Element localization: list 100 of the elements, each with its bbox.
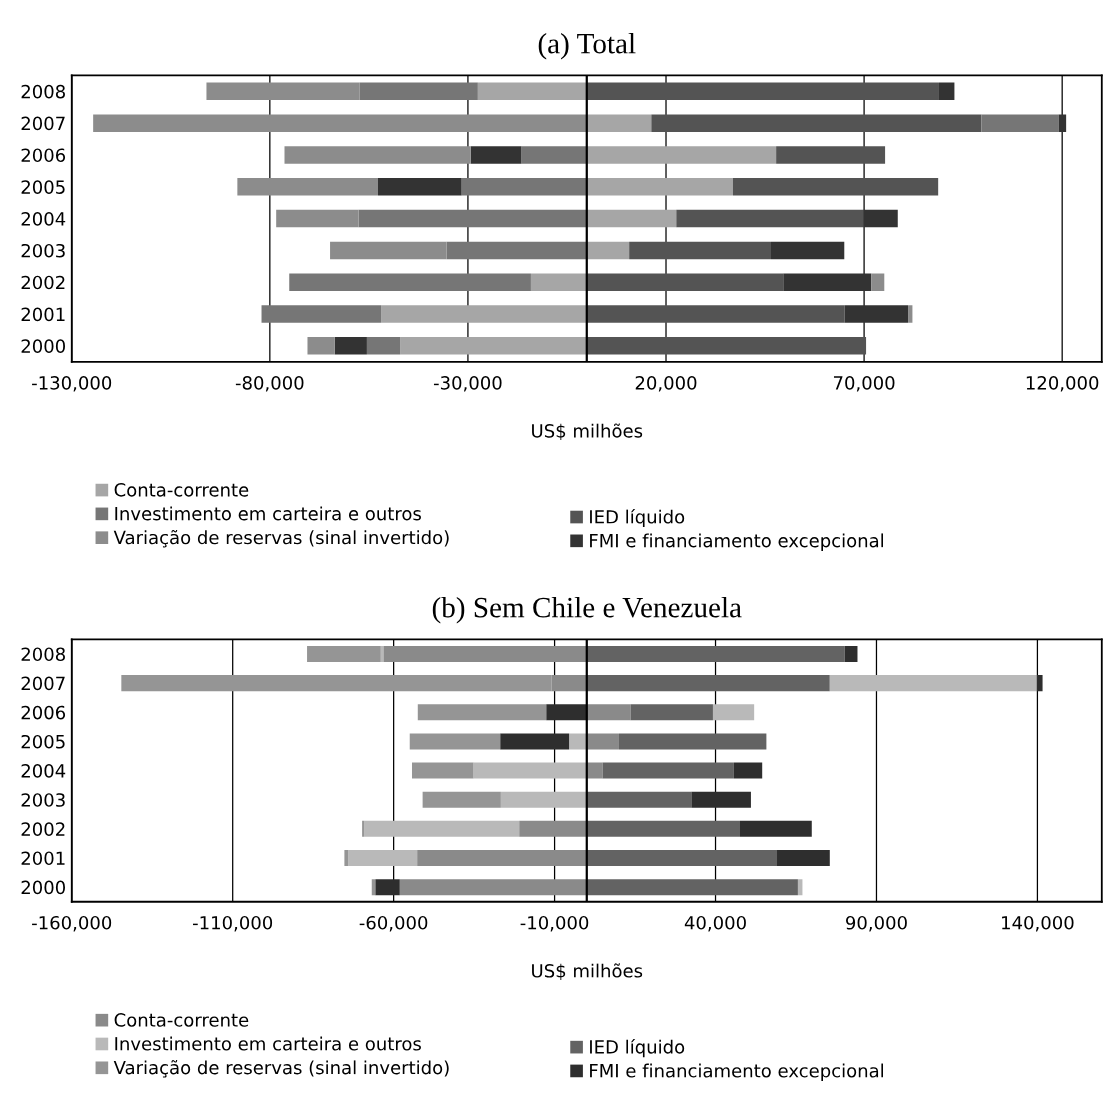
bar (237, 178, 378, 196)
bar (358, 209, 587, 228)
x-tick-label: 70,000 (833, 375, 895, 392)
bar (770, 241, 845, 260)
x-tick-label: -10,000 (520, 915, 589, 932)
bar (461, 178, 587, 196)
bar (93, 114, 587, 132)
bar (586, 146, 777, 164)
bar (732, 178, 939, 196)
y-tick-label: 2002 (21, 822, 65, 836)
bar (500, 733, 570, 750)
bar (629, 241, 771, 260)
y-tick-label: 2000 (21, 880, 65, 895)
y-tick-label: 2001 (21, 851, 65, 866)
bar (586, 82, 939, 101)
x-tick-label: -160,000 (32, 915, 112, 932)
bar (307, 645, 381, 662)
bar (381, 305, 587, 323)
y-tick-label: 2000 (21, 339, 65, 353)
bar (586, 241, 630, 260)
bar (586, 114, 652, 132)
bar (470, 146, 522, 164)
bar (422, 791, 501, 808)
bar (500, 791, 587, 808)
bar (783, 273, 872, 291)
y-tick-label: 2005 (21, 734, 65, 749)
bar (1058, 114, 1067, 132)
bar (400, 337, 587, 355)
bar (691, 791, 751, 808)
legend-label: Investimento em carteira e outros (115, 1036, 421, 1051)
y-tick-label: 2007 (21, 676, 65, 691)
x-tick-label: 20,000 (635, 375, 697, 392)
y-tick-label: 2004 (21, 764, 66, 778)
bar (586, 762, 603, 779)
y-tick-label: 2003 (21, 793, 65, 807)
bar (981, 114, 1059, 132)
x-tick-label: 90,000 (846, 915, 907, 932)
bar (776, 146, 886, 164)
bar (618, 733, 767, 750)
legend-label: IED líquido (590, 1039, 685, 1058)
x-tick-label: 120,000 (1026, 375, 1099, 392)
bar (334, 337, 367, 355)
bar (586, 273, 784, 291)
x-tick-label: -60,000 (359, 915, 428, 932)
bar (777, 849, 830, 867)
bar (446, 241, 587, 260)
bar (366, 337, 401, 355)
y-tick-label: 2005 (21, 180, 65, 194)
bar (364, 820, 520, 837)
y-tick-label: 2002 (21, 275, 65, 290)
bar (409, 733, 501, 750)
x-axis-title: US$ milhões (532, 423, 643, 441)
bar (586, 305, 845, 323)
bar (733, 762, 763, 779)
legend-label: Conta-corrente (114, 483, 249, 497)
chart-title: (a) Total (538, 32, 636, 60)
bar (586, 879, 798, 896)
bar (630, 704, 713, 721)
bar (586, 820, 740, 837)
x-tick-label: -30,000 (433, 375, 502, 392)
y-tick-label: 2008 (21, 84, 65, 99)
bar (602, 762, 734, 779)
legend-label: IED líquido (590, 508, 685, 528)
bar (359, 82, 478, 101)
bar (477, 82, 587, 101)
bar (399, 879, 587, 896)
bar (378, 178, 462, 196)
bar (676, 209, 864, 228)
bar (586, 849, 778, 867)
y-tick-label: 2004 (21, 212, 66, 226)
bar (569, 733, 587, 750)
bar (586, 645, 845, 662)
legend-label: Variação de reservas (sinal invertido) (113, 1060, 449, 1078)
bar (908, 305, 913, 323)
bar (473, 762, 587, 779)
bar (530, 273, 587, 291)
bar (307, 337, 335, 355)
bar (863, 209, 898, 228)
legend-label: Investimento em carteira e outros (115, 506, 421, 521)
x-tick-label: -80,000 (235, 375, 304, 392)
bar (938, 82, 955, 101)
x-tick-label: -110,000 (193, 915, 273, 932)
y-tick-label: 2008 (21, 647, 65, 662)
legend-label: Conta-corrente (114, 1013, 249, 1027)
y-tick-label: 2006 (21, 705, 66, 720)
bar (519, 820, 587, 837)
bar (261, 305, 382, 323)
bar (829, 675, 1037, 692)
bar (276, 209, 359, 228)
bar (844, 305, 909, 323)
chart-title: (b) Sem Chile e Venezuela (432, 596, 742, 624)
y-tick-label: 2006 (21, 148, 66, 163)
bar (411, 762, 474, 779)
bar (375, 879, 400, 896)
bar (586, 704, 631, 721)
bar (289, 273, 531, 291)
bar (1036, 675, 1043, 692)
bar (521, 146, 587, 164)
bar (344, 849, 349, 867)
x-tick-label: -130,000 (32, 375, 112, 392)
